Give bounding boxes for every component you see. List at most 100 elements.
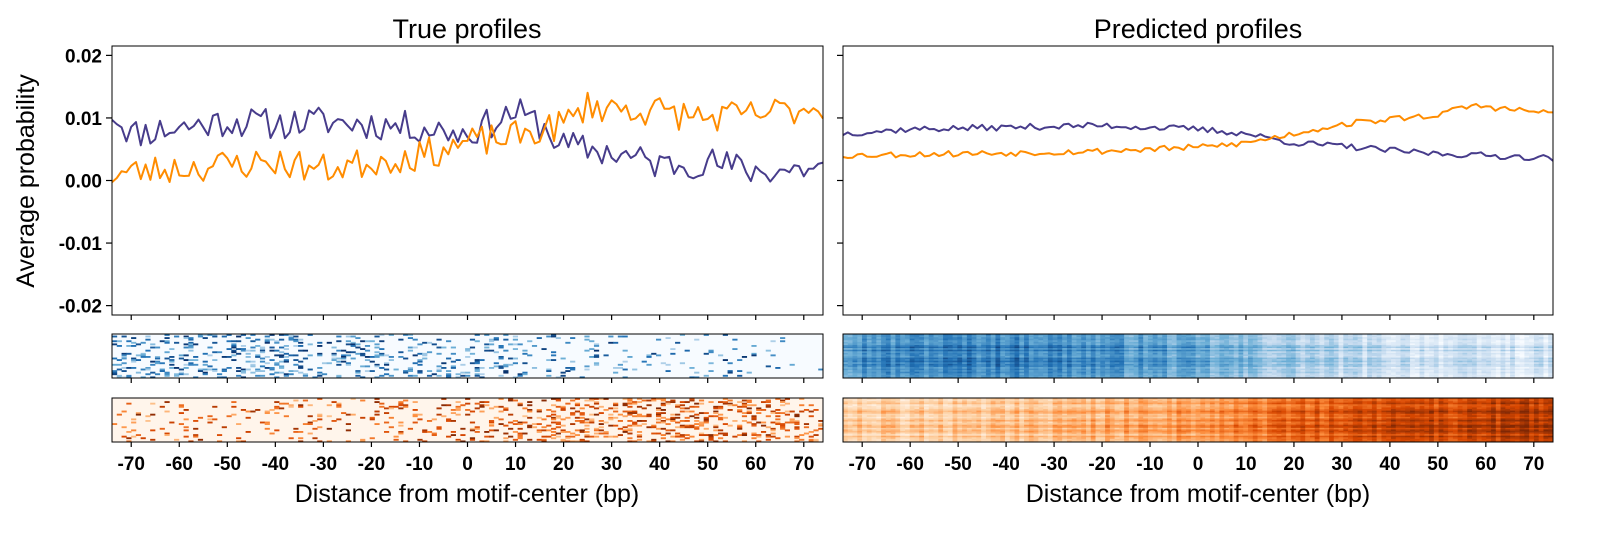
heatmap-cell (770, 421, 776, 424)
heatmap-cell (1167, 349, 1173, 352)
heatmap-cell (1038, 349, 1044, 352)
heatmap-cell (1362, 352, 1368, 355)
heatmap-cell (914, 376, 920, 379)
heatmap-cell (1057, 340, 1063, 343)
heatmap-cell (976, 362, 982, 365)
heatmap-cell (1000, 376, 1006, 379)
heatmap-cell (1219, 357, 1225, 360)
heatmap-cell (455, 413, 461, 416)
heatmap-cell (1338, 359, 1344, 362)
heatmap-cell (1043, 357, 1049, 360)
heatmap-cell (1138, 345, 1144, 347)
heatmap-cell (1300, 367, 1306, 369)
heatmap-cell (1066, 367, 1073, 369)
heatmap-cell (1271, 359, 1278, 362)
heatmap-cell (990, 376, 996, 379)
heatmap-cell (403, 371, 409, 374)
heatmap-cell (1324, 363, 1330, 366)
heatmap-cell (876, 367, 882, 369)
heatmap-cell (1414, 371, 1420, 374)
heatmap-cell (135, 413, 142, 416)
heatmap-cell (938, 335, 944, 338)
heatmap-cell (675, 421, 681, 424)
heatmap-cell (1190, 356, 1197, 358)
heatmap-cell (1286, 371, 1292, 374)
heatmap-cell (924, 338, 930, 341)
heatmap-cell (1162, 357, 1168, 360)
heatmap-cell (1157, 371, 1163, 374)
heatmap-cell (503, 409, 509, 411)
heatmap-cell (1376, 374, 1382, 377)
heatmap-cell (1400, 374, 1406, 377)
heatmap-cell (1114, 357, 1120, 360)
heatmap-cell (1395, 359, 1401, 362)
heatmap-cell (1295, 352, 1301, 355)
heatmap-cell (1267, 356, 1273, 358)
heatmap-cell (646, 399, 652, 402)
heatmap-cell (1128, 343, 1135, 346)
heatmap-cell (274, 340, 280, 343)
heatmap-cell (718, 401, 724, 404)
heatmap-cell (450, 360, 456, 363)
heatmap-cell (1371, 337, 1378, 340)
heatmap-cell (1405, 346, 1411, 349)
heatmap-cell (1267, 362, 1273, 365)
heatmap-cell (1109, 349, 1116, 352)
heatmap-cell (1209, 367, 1216, 369)
heatmap-cell (1000, 363, 1006, 366)
heatmap-cell (890, 345, 896, 347)
heatmap-cell (474, 360, 480, 363)
heatmap-cell (1343, 341, 1349, 344)
heatmap-cell (431, 373, 437, 376)
heatmap-cell (221, 356, 227, 358)
heatmap-cell (236, 370, 242, 373)
heatmap-cell (1438, 376, 1444, 379)
heatmap-cell (407, 370, 414, 373)
heatmap-cell (1343, 373, 1349, 376)
heatmap-cell (1238, 362, 1244, 365)
heatmap-cell (1186, 376, 1192, 379)
heatmap-cell (1005, 334, 1011, 336)
heatmap-cell (436, 370, 442, 373)
heatmap-cell (1167, 337, 1173, 340)
heatmap-cell (1433, 352, 1440, 355)
heatmap-cell (938, 359, 944, 362)
heatmap-cell (593, 432, 600, 435)
heatmap-cell (1257, 370, 1263, 373)
heatmap-cell (1114, 346, 1120, 349)
heatmap-cell (1286, 376, 1292, 379)
heatmap-cell (1276, 343, 1282, 346)
heatmap-cell (1128, 335, 1135, 338)
heatmap-cell (407, 337, 414, 340)
heatmap-cell (976, 357, 982, 360)
heatmap-cell (1228, 376, 1235, 379)
heatmap-cell (1209, 351, 1216, 354)
heatmap-cell (1109, 338, 1116, 341)
heatmap-cell (881, 371, 887, 374)
heatmap-cell (546, 415, 552, 418)
heatmap-cell (1400, 365, 1406, 368)
heatmap-cell (852, 356, 858, 358)
heatmap-cell (126, 352, 132, 355)
heatmap-cell (1381, 345, 1387, 347)
heatmap-cell (1386, 368, 1392, 371)
heatmap-cell (1257, 349, 1263, 352)
heatmap-cell (876, 335, 882, 338)
heatmap-cell (895, 354, 901, 357)
heatmap-cell (756, 412, 762, 415)
heatmap-cell (1405, 345, 1411, 347)
heatmap-cell (881, 338, 887, 341)
heatmap-cell (298, 405, 304, 408)
heatmap-cell (1243, 368, 1249, 371)
heatmap-cell (799, 434, 805, 437)
heatmap-cell (1262, 341, 1268, 344)
heatmap-cell (943, 373, 949, 376)
heatmap-cell (928, 346, 934, 349)
heatmap-cell (1424, 334, 1430, 336)
heatmap-cell (862, 349, 868, 352)
heatmap-cell (1200, 337, 1206, 340)
heatmap-cell (1238, 345, 1244, 347)
heatmap-cell (1105, 351, 1111, 354)
heatmap-cell (1100, 357, 1106, 360)
heatmap-cell (1414, 348, 1420, 351)
